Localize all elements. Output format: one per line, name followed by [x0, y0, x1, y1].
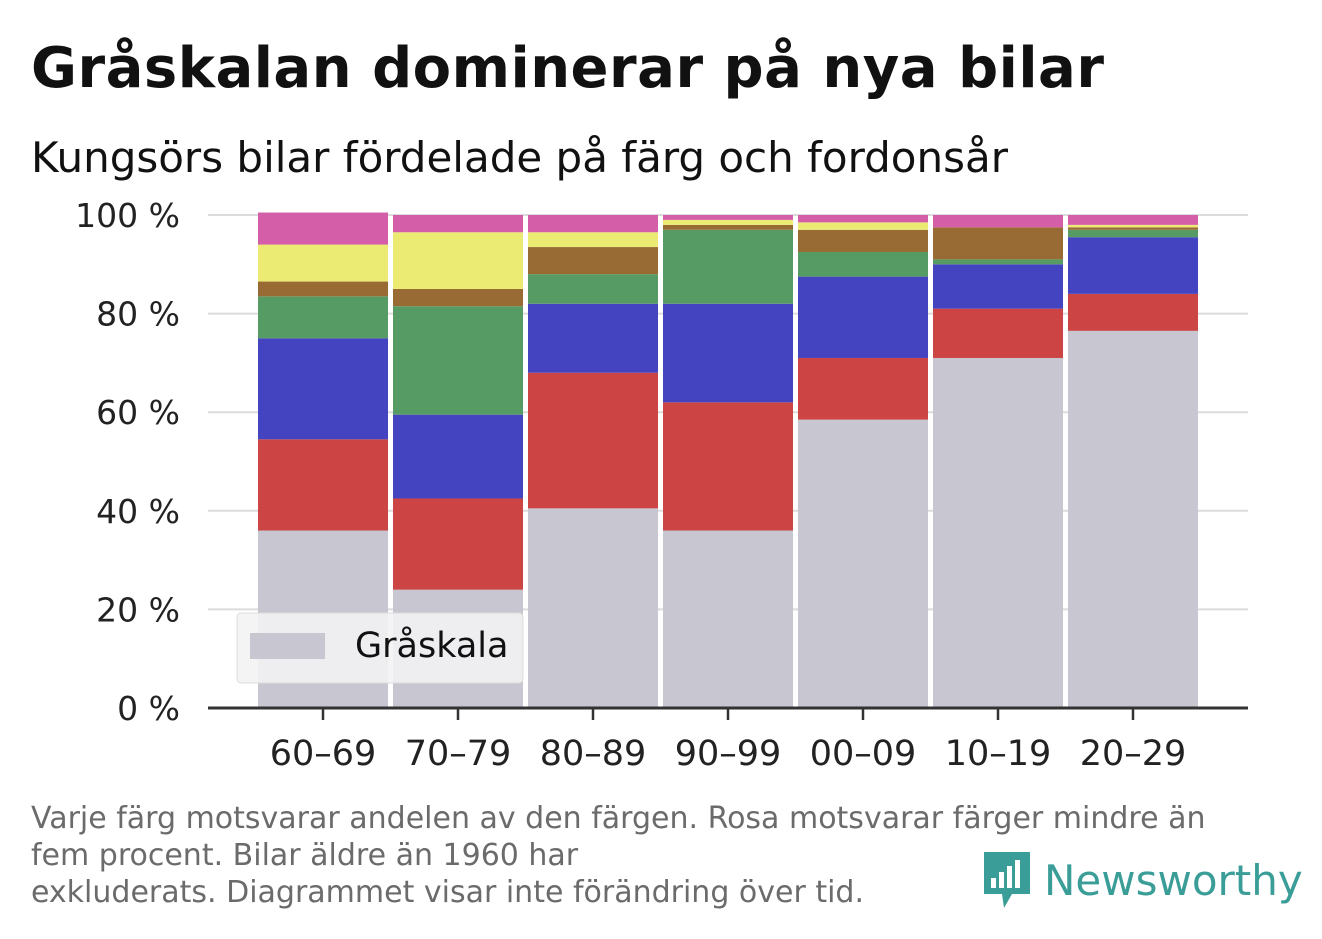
- bar-segment: [663, 530, 793, 708]
- bar-segment: [258, 244, 388, 282]
- bars: [258, 212, 1198, 708]
- y-tick-label: 100 %: [75, 196, 180, 235]
- bar-segment: [798, 251, 928, 277]
- bar-segment: [1068, 215, 1198, 225]
- bar-segment: [393, 414, 523, 499]
- bar-segment: [663, 215, 793, 220]
- bar-segment: [798, 229, 928, 252]
- brand-name: Newsworthy: [1044, 855, 1303, 905]
- legend: Gråskala: [236, 612, 524, 684]
- bar-segment: [1068, 293, 1198, 331]
- bar-segment: [528, 232, 658, 248]
- bar-segment: [258, 338, 388, 440]
- bar-segment: [798, 276, 928, 358]
- bar-segment: [933, 264, 1063, 309]
- y-tick-label: 80 %: [96, 295, 180, 334]
- bar-segment: [933, 227, 1063, 260]
- legend-swatch-graskala: [250, 633, 325, 659]
- bar-segment: [528, 274, 658, 304]
- chart-title: Gråskalan dominerar på nya bilar: [31, 36, 1105, 101]
- bar-segment: [1068, 224, 1198, 228]
- bar-segment: [393, 306, 523, 415]
- chart-subtitle: Kungsörs bilar fördelade på färg och for…: [31, 133, 1008, 182]
- legend-label-graskala: Gråskala: [355, 625, 508, 666]
- bar-segment: [393, 232, 523, 289]
- y-tick-label: 40 %: [96, 492, 180, 531]
- footnote-line-3: exkluderats. Diagrammet visar inte förän…: [31, 875, 865, 910]
- legend-box: [236, 612, 524, 684]
- bar-segment: [798, 215, 928, 223]
- bar-segment: [933, 357, 1063, 708]
- bar-segment: [528, 508, 658, 708]
- bar-segment: [1068, 227, 1198, 230]
- x-tick-label: 60–69: [270, 734, 377, 770]
- bar-segment: [528, 215, 658, 233]
- bar-segment: [258, 281, 388, 297]
- y-tick-label: 20 %: [96, 590, 180, 629]
- stacked-bar-chart: 0 % 20 % 40 % 60 % 80 % 100 % 60–69 70–79 80–89 9…: [75, 196, 1248, 770]
- x-tick-label: 70–79: [405, 734, 512, 770]
- bar-segment: [663, 224, 793, 230]
- bar-segment: [933, 215, 1063, 228]
- bar-segment: [1068, 330, 1198, 708]
- bar-segment: [1068, 237, 1198, 294]
- bar-segment: [393, 288, 523, 307]
- bar-segment: [528, 247, 658, 275]
- footnote: Varje färg motsvarar andelen av den färg…: [31, 800, 1271, 911]
- bar-segment: [258, 439, 388, 531]
- bar-segment: [393, 215, 523, 233]
- bar-segment: [393, 498, 523, 590]
- bar-segment: [528, 303, 658, 373]
- bar-segment: [258, 296, 388, 339]
- bar-segment: [528, 372, 658, 509]
- bar-segment: [663, 219, 793, 225]
- bar-segment: [798, 357, 928, 420]
- footnote-line-2: fem procent. Bilar äldre än 1960 har: [31, 838, 579, 873]
- x-tick-label: 80–89: [540, 734, 647, 770]
- bar-segment: [933, 259, 1063, 265]
- bar-segment: [663, 229, 793, 304]
- y-tick-label: 60 %: [96, 393, 180, 432]
- bar-segment: [663, 303, 793, 403]
- bar-segment: [258, 212, 388, 245]
- brand-logo: Newsworthy: [982, 850, 1303, 910]
- y-tick-label: 0 %: [117, 689, 180, 728]
- bar-segment: [798, 222, 928, 230]
- x-tick-label: 00–09: [810, 734, 917, 770]
- bar-segment: [933, 308, 1063, 358]
- axes: 0 % 20 % 40 % 60 % 80 % 100 % 60–69 70–79 80–89 9…: [75, 196, 1248, 770]
- bar-segment: [798, 419, 928, 708]
- newsworthy-logo-icon: [984, 852, 1030, 908]
- bar-segment: [1068, 229, 1198, 238]
- x-tick-label: 20–29: [1080, 734, 1187, 770]
- bar-segment: [663, 402, 793, 531]
- footnote-line-1: Varje färg motsvarar andelen av den färg…: [31, 801, 1206, 836]
- x-tick-label: 10–19: [945, 734, 1052, 770]
- x-tick-label: 90–99: [675, 734, 782, 770]
